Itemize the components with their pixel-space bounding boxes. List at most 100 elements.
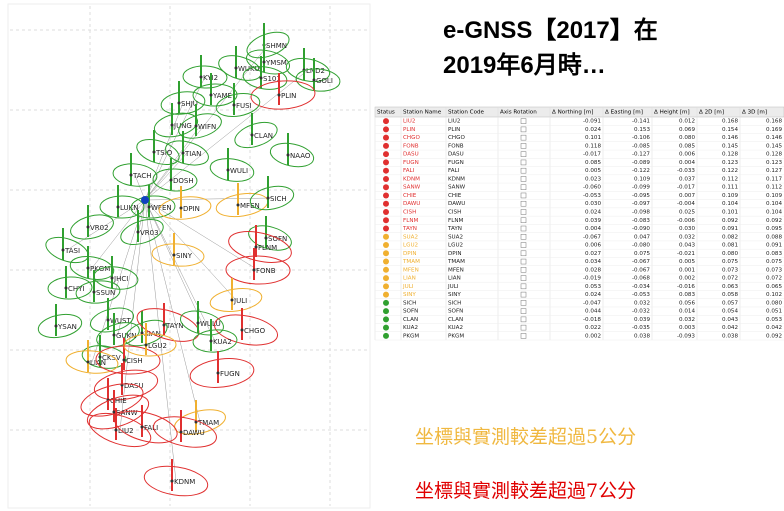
table-cell: 0.024 (585, 209, 601, 215)
table-cell: CLAN (448, 317, 463, 323)
table-cell: 0.146 (766, 135, 782, 141)
table-cell: -0.093 (677, 333, 695, 339)
table-cell: 0.069 (679, 127, 695, 133)
table-cell: 0.006 (679, 152, 695, 158)
axis-rotation-checkbox (521, 234, 526, 239)
status-icon (383, 325, 389, 331)
table-cell: 0.101 (585, 135, 601, 141)
title-line: 2019年6月時… (443, 51, 606, 79)
station-label: SICH (270, 195, 287, 203)
table-cell: 0.146 (722, 135, 738, 141)
table-cell: 0.002 (679, 276, 695, 282)
table-cell: 0.047 (634, 234, 650, 240)
axis-rotation-checkbox (521, 226, 526, 231)
table-cell: 0.092 (722, 218, 738, 224)
table-cell: 0.168 (722, 119, 738, 125)
column-header: Δ 2D [m] (699, 110, 724, 116)
column-header: Δ Height [m] (654, 110, 690, 116)
table-cell: FLNM (448, 218, 464, 224)
table-cell: KUA2 (448, 325, 463, 331)
station-label: CHIE (110, 397, 127, 405)
table-cell: 0.080 (679, 135, 695, 141)
status-icon (383, 192, 389, 198)
table-cell: DASU (448, 152, 464, 158)
status-icon (383, 267, 389, 273)
table-cell: 0.092 (766, 218, 782, 224)
axis-rotation-checkbox (521, 176, 526, 181)
table-cell: 0.109 (766, 193, 782, 199)
table-cell: 0.085 (585, 160, 601, 166)
note-red: 坐標與實測較差超過7公分 (415, 480, 636, 502)
table-cell: LIU2 (448, 119, 460, 125)
table-cell: 0.002 (585, 333, 601, 339)
table-cell: 0.075 (722, 259, 738, 265)
status-icon (383, 184, 389, 190)
table-cell: -0.047 (583, 300, 601, 306)
table-cell: CISH (448, 209, 461, 215)
station-label: FUSI (236, 102, 252, 110)
table-cell: KUA2 (403, 325, 418, 331)
table-cell: 0.095 (766, 226, 782, 232)
table-cell: TAYN (447, 226, 462, 232)
table-cell: 0.145 (766, 143, 782, 149)
table-cell: -0.021 (677, 251, 695, 257)
status-icon (383, 259, 389, 265)
station-label: VR03 (140, 229, 159, 237)
station-label: TIAN (184, 150, 201, 158)
station-label: KDNM (174, 478, 195, 486)
table-cell: 0.072 (722, 276, 738, 282)
status-icon (383, 126, 389, 132)
table-cell: 0.169 (766, 127, 782, 133)
status-icon (383, 176, 389, 182)
table-cell: 0.004 (585, 226, 601, 232)
station-label: FALI (144, 424, 158, 432)
table-cell: KDNM (403, 176, 420, 182)
table-cell: LIAN (448, 276, 461, 282)
station-label: SHMN (266, 42, 287, 50)
axis-rotation-checkbox (521, 292, 526, 297)
station-label: SSUN (96, 289, 115, 297)
table-cell: SINY (448, 292, 461, 298)
status-icon (383, 242, 389, 248)
table-cell: -0.127 (632, 152, 650, 158)
status-icon (383, 151, 389, 157)
table-cell: -0.099 (632, 185, 650, 191)
table-cell: 0.111 (722, 185, 738, 191)
table-cell: FONB (403, 143, 419, 149)
table-cell: 0.091 (722, 226, 738, 232)
axis-rotation-checkbox (521, 143, 526, 148)
table-cell: 0.038 (722, 333, 738, 339)
table-cell: 0.042 (766, 325, 782, 331)
table-cell: 0.030 (585, 201, 601, 207)
table-cell: DPIN (403, 251, 417, 257)
table-cell: 0.039 (634, 317, 650, 323)
table-cell: 0.112 (766, 185, 782, 191)
table-cell: 0.005 (679, 259, 695, 265)
station-label: LUKN (120, 204, 139, 212)
table-cell: -0.097 (632, 201, 650, 207)
table-cell: 0.104 (722, 201, 738, 207)
title-line: e-GNSS【2017】在 (443, 16, 658, 44)
table-cell: LGU2 (448, 243, 463, 249)
table-cell: 0.032 (634, 300, 650, 306)
station-label: GOLI (316, 77, 333, 85)
table-cell: -0.083 (632, 218, 650, 224)
table-cell: DAWU (403, 201, 420, 207)
note-yellow: 坐標與實測較差超過5公分 (415, 426, 636, 448)
axis-rotation-checkbox (521, 325, 526, 330)
station-label: DAWU (183, 429, 205, 437)
table-cell: -0.106 (632, 135, 650, 141)
table-cell: MFEN (403, 267, 419, 273)
station-label: NAAO (290, 152, 311, 160)
table-cell: 0.101 (722, 209, 738, 215)
status-icon (383, 283, 389, 289)
table-cell: -0.091 (583, 119, 601, 125)
station-label: GUKN (116, 332, 136, 340)
slide: SHMNWUKUYMSMLND2S101GOLIKYI2YAMEPLINSHJU… (0, 0, 784, 511)
table-cell: -0.032 (632, 309, 650, 315)
table-cell: 0.007 (679, 193, 695, 199)
station-label: DOSH (173, 177, 194, 185)
table-cell: SUA2 (403, 234, 418, 240)
table-cell: 0.145 (722, 143, 738, 149)
table-cell: 0.043 (722, 317, 738, 323)
